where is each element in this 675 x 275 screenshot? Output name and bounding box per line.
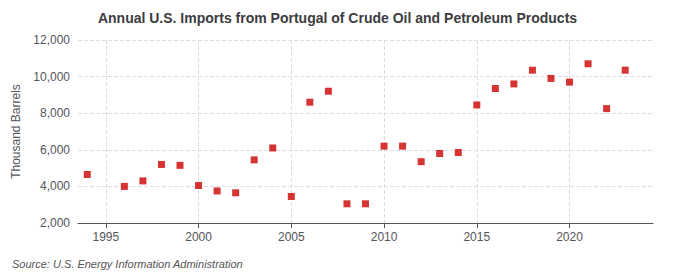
svg-text:2020: 2020	[556, 230, 583, 244]
svg-text:8,000: 8,000	[40, 106, 70, 120]
svg-text:Annual U.S. Imports from Portu: Annual U.S. Imports from Portugal of Cru…	[98, 10, 577, 26]
svg-text:2,000: 2,000	[40, 216, 70, 230]
svg-text:2010: 2010	[371, 230, 398, 244]
svg-text:Thousand Barrels: Thousand Barrels	[9, 84, 23, 179]
svg-text:2000: 2000	[185, 230, 212, 244]
svg-text:1995: 1995	[92, 230, 119, 244]
svg-text:2005: 2005	[278, 230, 305, 244]
svg-text:6,000: 6,000	[40, 143, 70, 157]
svg-text:4,000: 4,000	[40, 179, 70, 193]
svg-text:2015: 2015	[463, 230, 490, 244]
svg-text:12,000: 12,000	[33, 33, 70, 47]
svg-text:Source: U.S. Energy Informatio: Source: U.S. Energy Information Administ…	[12, 258, 243, 270]
svg-text:10,000: 10,000	[33, 70, 70, 84]
